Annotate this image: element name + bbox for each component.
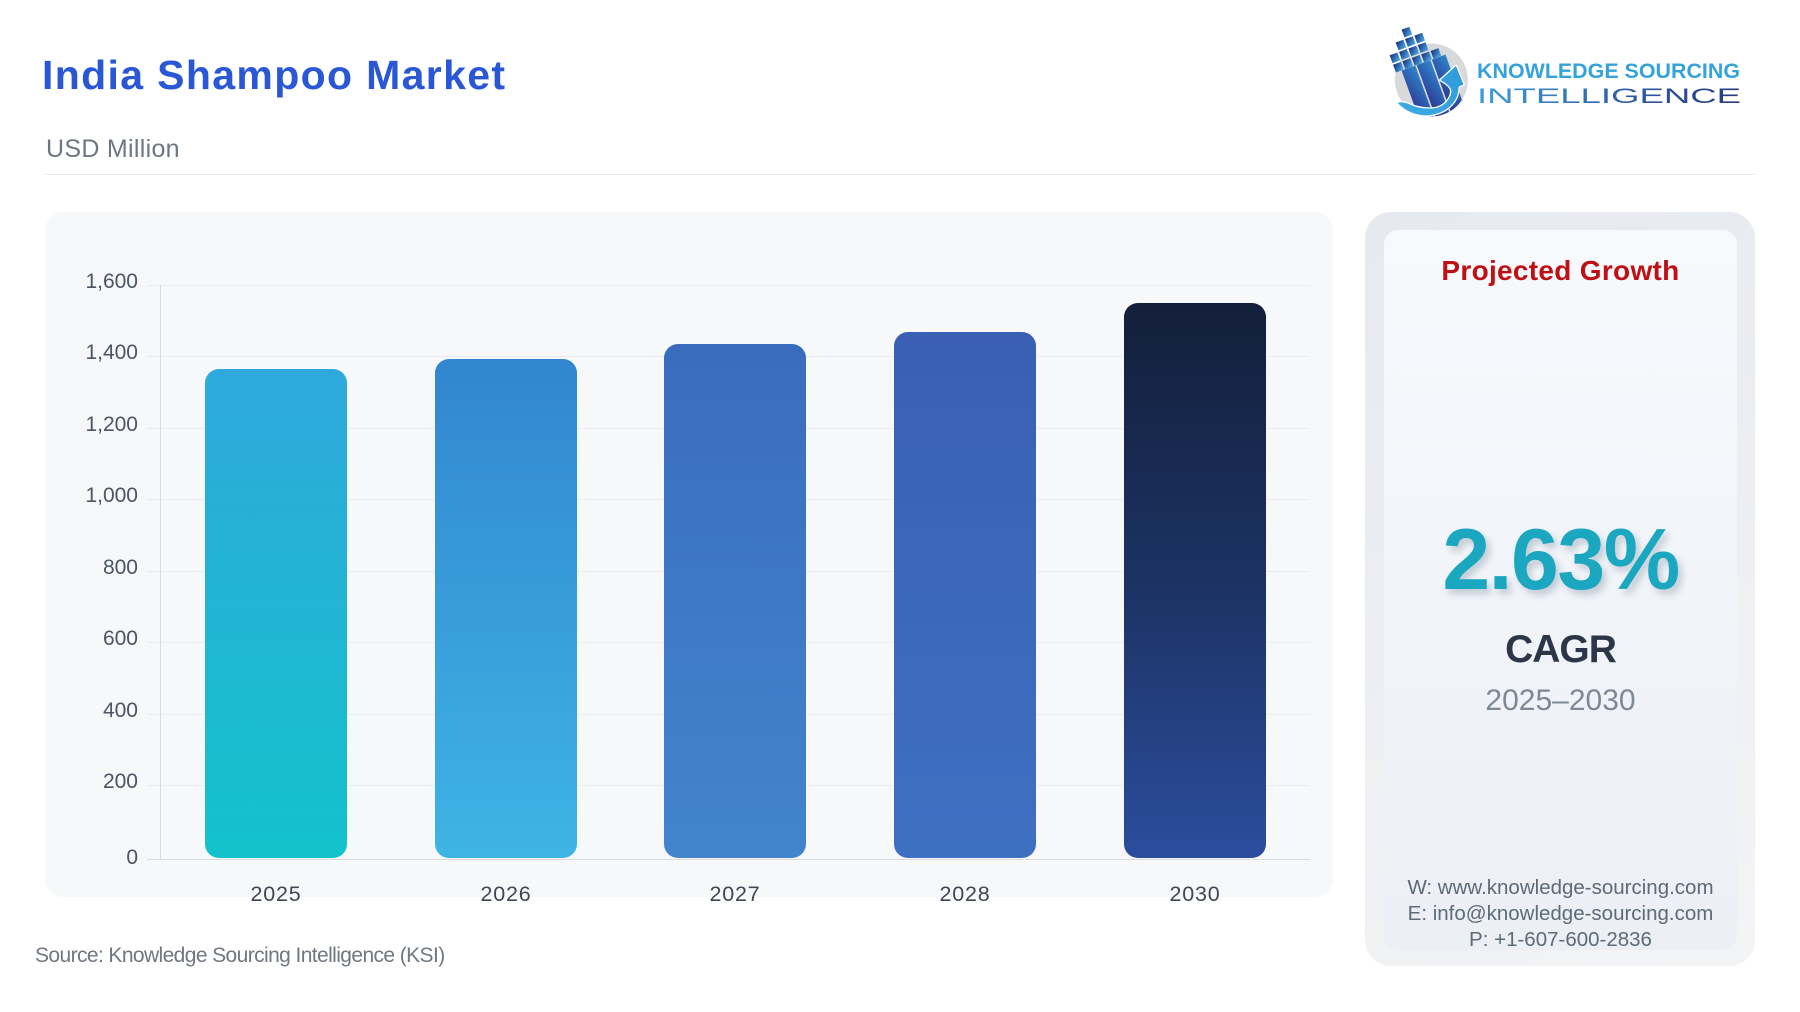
- svg-text:KNOWLEDGE SOURCING: KNOWLEDGE SOURCING: [1477, 60, 1740, 83]
- svg-text:INTELLIGENCE: INTELLIGENCE: [1477, 85, 1741, 108]
